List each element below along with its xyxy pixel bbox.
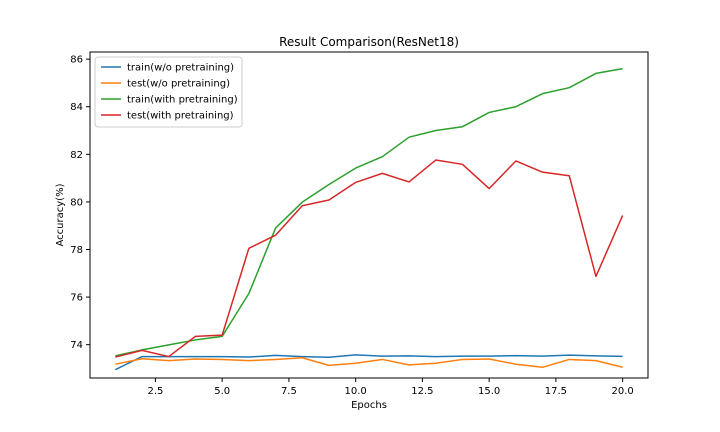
chart-title: Result Comparison(ResNet18) [279, 35, 459, 49]
legend: train(w/o pretraining) test(w/o pretraini… [94, 56, 243, 128]
x-tick-label: 15.0 [478, 386, 500, 397]
x-tick-label: 2.5 [147, 386, 163, 397]
y-tick-label: 80 [70, 197, 83, 208]
y-tick-label: 74 [70, 340, 83, 351]
x-tick-label: 7.5 [281, 386, 297, 397]
plot-frame [89, 51, 649, 379]
x-tick-label: 10.0 [345, 386, 367, 397]
x-axis: 2.5 5.0 7.5 10.0 12.5 15.0 17.5 20.0 [147, 378, 634, 397]
series-line-0 [115, 354, 623, 371]
x-tick-label: 17.5 [545, 386, 567, 397]
legend-entry: train(w/o pretraining) [127, 63, 234, 74]
y-tick-label: 82 [70, 150, 83, 161]
legend-entry: test(with pretraining) [127, 111, 234, 122]
y-tick-label: 86 [70, 55, 83, 66]
legend-entry: train(with pretraining) [127, 95, 238, 106]
y-tick-label: 84 [70, 102, 83, 113]
y-axis: 74 76 78 80 82 84 86 [70, 55, 90, 351]
y-tick-label: 78 [70, 245, 83, 256]
x-tick-label: 20.0 [612, 386, 634, 397]
series-line-1 [115, 357, 623, 369]
plot-lines [115, 67, 624, 371]
series-line-2 [115, 67, 623, 357]
y-tick-label: 76 [70, 293, 83, 304]
series-line-3 [115, 159, 624, 358]
legend-box [94, 56, 243, 128]
x-tick-label: 12.5 [411, 386, 433, 397]
legend-entry: test(w/o pretraining) [127, 79, 230, 90]
y-axis-label: Accuracy(%) [55, 183, 66, 246]
x-tick-label: 5.0 [214, 386, 230, 397]
x-axis-label: Epochs [351, 400, 387, 411]
